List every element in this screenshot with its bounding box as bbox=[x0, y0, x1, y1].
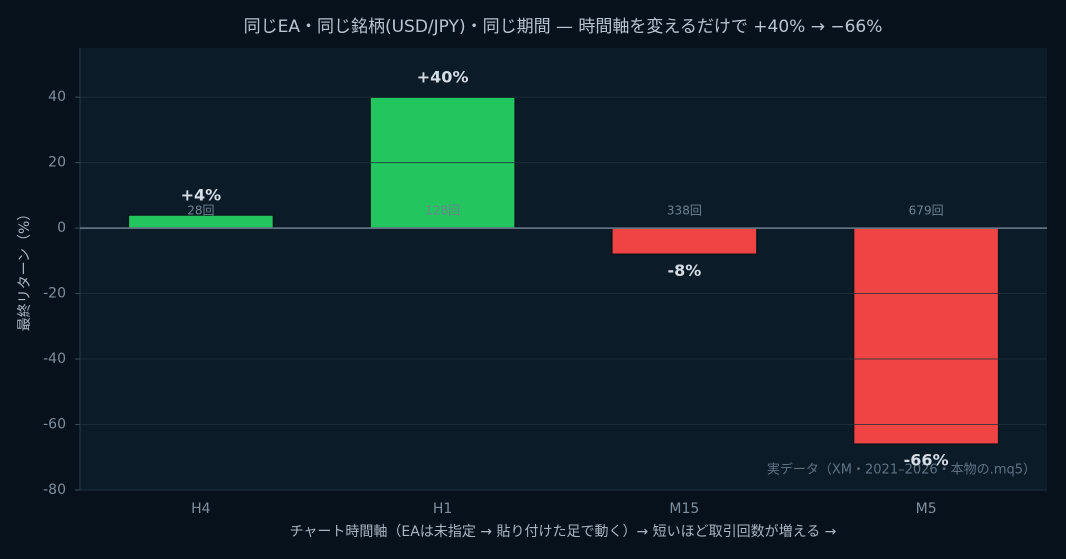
x-tick-label: H4 bbox=[191, 501, 211, 517]
x-axis-label: チャート時間軸（EAは未指定 → 貼り付けた足で動く）→ 短いほど取引回数が増え… bbox=[290, 524, 837, 540]
trade-count-label: 679回 bbox=[909, 204, 944, 218]
trade-count-label: 128回 bbox=[425, 204, 460, 218]
trade-count-label: 28回 bbox=[187, 204, 214, 218]
trade-count-label: 338回 bbox=[667, 204, 702, 218]
value-label: +4% bbox=[181, 185, 222, 204]
y-tick-label: -80 bbox=[43, 482, 66, 498]
y-tick-label: 20 bbox=[48, 155, 66, 171]
bar bbox=[852, 227, 1000, 445]
annotation: 実データ（XM・2021–2026・本物の.mq5） bbox=[767, 462, 1036, 478]
x-tick-label: M5 bbox=[916, 501, 937, 517]
value-label: -66% bbox=[904, 451, 949, 470]
bar bbox=[611, 227, 758, 256]
y-tick-label: 0 bbox=[57, 220, 66, 236]
y-tick-label: -40 bbox=[43, 351, 66, 367]
chart-title: 同じEA・同じ銘柄(USD/JPY)・同じ期間 — 時間軸を変えるだけで +40… bbox=[244, 17, 883, 37]
y-axis-label: 最終リターン（%） bbox=[17, 207, 33, 332]
y-tick-label: 40 bbox=[48, 89, 66, 105]
x-tick-label: H1 bbox=[433, 501, 452, 517]
value-label: -8% bbox=[667, 261, 701, 280]
x-tick-label: M15 bbox=[669, 501, 699, 517]
y-tick-label: -20 bbox=[43, 286, 66, 302]
y-tick-label: -60 bbox=[43, 417, 66, 433]
value-label: +40% bbox=[417, 68, 469, 87]
